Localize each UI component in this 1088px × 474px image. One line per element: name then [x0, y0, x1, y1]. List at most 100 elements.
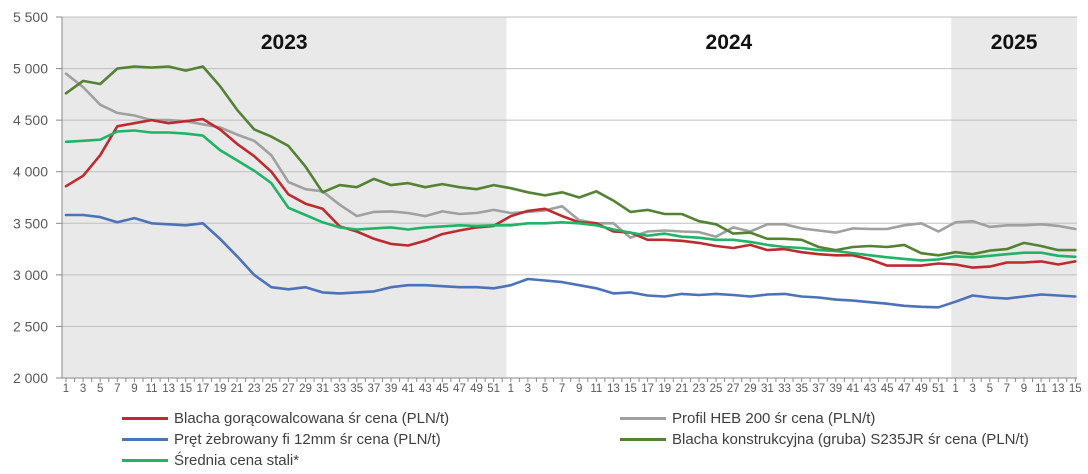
y-axis-labels: 5 500 5 000 4 500 4 000 3 500 3 000 2 500 2 000 — [13, 9, 48, 386]
x-tick-label: 45 — [881, 383, 894, 395]
x-tick-label: 49 — [915, 383, 928, 395]
x-tick-label: 5 — [987, 383, 993, 395]
legend-swatch — [620, 417, 666, 420]
x-tick-label: 33 — [333, 383, 346, 395]
x-tick-label: 9 — [576, 383, 582, 395]
legend-item: Pręt żebrowany fi 12mm śr cena (PLN/t) — [122, 429, 449, 450]
x-tick-label: 11 — [146, 383, 158, 395]
x-tick-label: 3 — [525, 383, 531, 395]
x-tick-label: 49 — [470, 383, 483, 395]
series-line-5 — [64, 65, 1077, 257]
x-tick-label: 9 — [131, 383, 137, 395]
x-tick-label: 51 — [487, 383, 500, 395]
series-line-4 — [64, 72, 1077, 239]
x-tick-label: 25 — [710, 383, 723, 395]
x-tick-label: 9 — [1021, 383, 1027, 395]
x-tick-label: 41 — [847, 383, 860, 395]
x-tick-label: 23 — [693, 383, 706, 395]
y-tick-label: 2 500 — [13, 318, 48, 334]
axes — [61, 17, 1077, 379]
year-band-2025 — [951, 17, 1077, 378]
x-tick-label: 33 — [778, 383, 791, 395]
x-tick-label: 37 — [368, 383, 381, 395]
gridlines — [62, 16, 1077, 327]
x-tick-label: 23 — [248, 383, 261, 395]
x-tick-label: 13 — [162, 383, 175, 395]
x-tick-label: 35 — [350, 383, 363, 395]
legend-swatch — [620, 438, 666, 441]
x-tick-label: 1 — [508, 383, 514, 395]
legend-column-left: Blacha gorącowalcowana śr cena (PLN/t) Pr… — [122, 408, 449, 471]
x-tick-label: 17 — [641, 383, 654, 395]
y-tick-label: 4 000 — [13, 164, 48, 180]
legend-label: Blacha gorącowalcowana śr cena (PLN/t) — [174, 410, 450, 427]
x-tick-label: 3 — [80, 383, 86, 395]
x-tick-label: 13 — [607, 383, 620, 395]
x-tick-label: 19 — [658, 383, 671, 395]
x-tick-label: 29 — [299, 383, 312, 395]
legend-label: Profil HEB 200 śr cena (PLN/t) — [672, 410, 876, 427]
chart-legend: Blacha gorącowalcowana śr cena (PLN/t) Pr… — [0, 408, 1088, 474]
x-tick-label: 1 — [63, 383, 69, 395]
year-band-2023 — [62, 17, 507, 378]
x-axis-labels: 1 3 5 7 9 11 13 15 17 19 21 23 25 27 29 31 33 35 37 39 41 43 4… — [63, 383, 1082, 395]
year-label-2023: 2023 — [261, 31, 308, 54]
x-tick-label: 39 — [829, 383, 842, 395]
y-tick-label: 5 000 — [13, 61, 48, 77]
legend-item: Średnia cena stali* — [122, 450, 449, 471]
x-tick-label: 29 — [744, 383, 757, 395]
x-tick-label: 43 — [419, 383, 432, 395]
legend-label: Pręt żebrowany fi 12mm śr cena (PLN/t) — [174, 431, 441, 448]
x-ticks — [65, 378, 1076, 382]
x-tick-label: 7 — [114, 383, 120, 395]
series-lines — [64, 65, 1077, 309]
legend-swatch — [122, 438, 168, 441]
x-tick-label: 31 — [761, 383, 774, 395]
y-tick-label: 5 500 — [13, 9, 48, 25]
y-tick-label: 3 000 — [13, 267, 48, 283]
x-tick-label: 21 — [231, 383, 244, 395]
x-tick-label: 5 — [97, 383, 103, 395]
legend-item: Profil HEB 200 śr cena (PLN/t) — [620, 408, 1029, 429]
year-label-2025: 2025 — [991, 31, 1038, 54]
y-ticks — [56, 16, 62, 379]
legend-swatch — [122, 417, 168, 420]
x-tick-label: 11 — [590, 383, 602, 395]
x-tick-label: 3 — [969, 383, 975, 395]
series-line-1 — [64, 117, 1077, 269]
year-bands — [62, 17, 1077, 378]
x-tick-label: 43 — [864, 383, 877, 395]
x-tick-label: 47 — [898, 383, 911, 395]
x-tick-label: 15 — [179, 383, 192, 395]
x-tick-label: 27 — [727, 383, 740, 395]
x-tick-label: 19 — [214, 383, 227, 395]
x-tick-label: 15 — [624, 383, 637, 395]
legend-swatch — [122, 459, 168, 462]
y-tick-label: 2 000 — [13, 370, 48, 386]
x-tick-label: 17 — [196, 383, 209, 395]
legend-label: Średnia cena stali* — [174, 452, 300, 469]
y-tick-label: 4 500 — [13, 112, 48, 128]
x-tick-label: 21 — [675, 383, 688, 395]
legend-column-right: Profil HEB 200 śr cena (PLN/t) Blacha kon… — [620, 408, 1029, 450]
x-tick-label: 35 — [795, 383, 808, 395]
legend-item: Blacha gorącowalcowana śr cena (PLN/t) — [122, 408, 449, 429]
x-tick-label: 51 — [932, 383, 945, 395]
x-tick-label: 37 — [812, 383, 825, 395]
series-line-2 — [64, 213, 1077, 309]
x-tick-label: 15 — [1069, 383, 1082, 395]
x-tick-label: 25 — [265, 383, 278, 395]
x-tick-label: 31 — [316, 383, 329, 395]
legend-item: Blacha konstrukcyjna (gruba) S235JR śr c… — [620, 429, 1029, 450]
x-tick-label: 41 — [402, 383, 415, 395]
x-tick-label: 11 — [1035, 383, 1047, 395]
y-tick-label: 3 500 — [13, 215, 48, 231]
x-tick-label: 47 — [453, 383, 466, 395]
year-labels: 2023 2024 2025 — [261, 31, 1038, 54]
x-tick-label: 1 — [952, 383, 958, 395]
legend-label: Blacha konstrukcyjna (gruba) S235JR śr c… — [672, 431, 1029, 448]
x-tick-label: 45 — [436, 383, 449, 395]
x-tick-label: 5 — [542, 383, 548, 395]
